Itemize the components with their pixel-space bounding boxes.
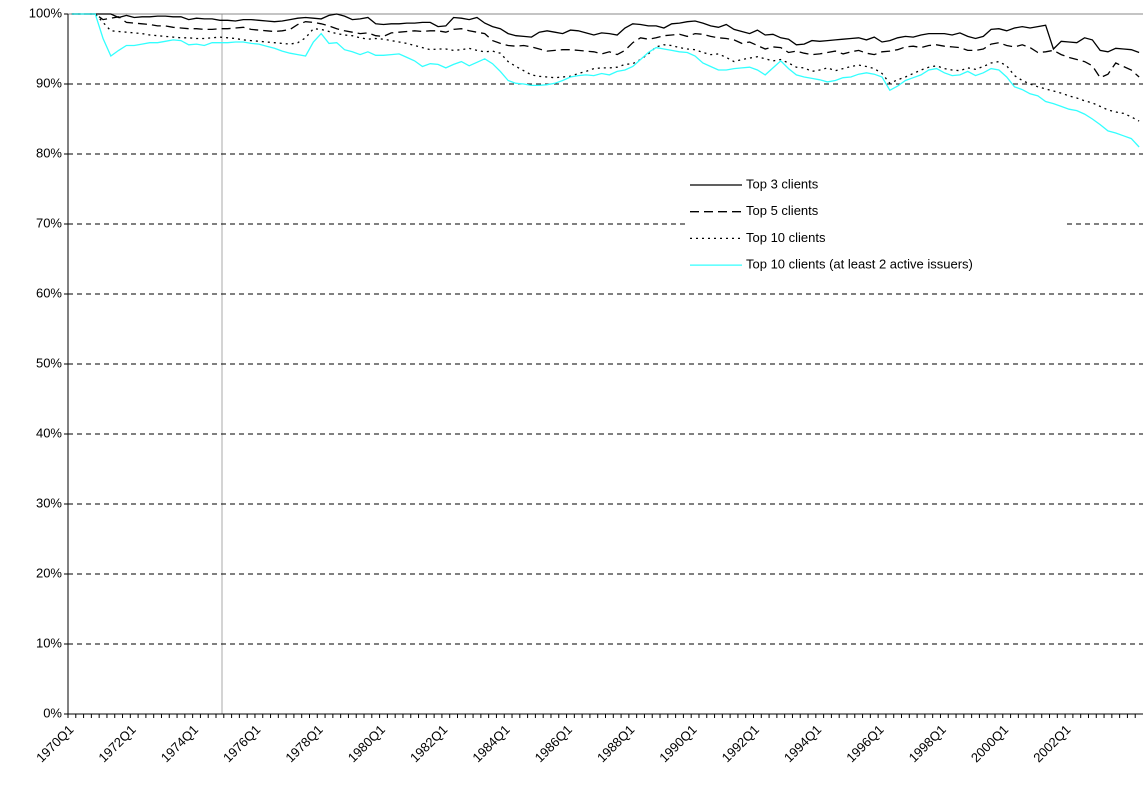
x-tick-label: 1982Q1 xyxy=(407,722,450,765)
y-tick-label: 10% xyxy=(36,635,62,650)
x-tick-label: 1980Q1 xyxy=(345,722,388,765)
x-tick-label: 1992Q1 xyxy=(719,722,762,765)
y-tick-label: 90% xyxy=(36,75,62,90)
x-tick-label: 2000Q1 xyxy=(968,722,1011,765)
legend: Top 3 clients Top 5 clients Top 10 clients… xyxy=(686,171,1064,280)
x-tick-label: 1984Q1 xyxy=(469,722,512,765)
x-tick-label: 1972Q1 xyxy=(95,722,138,765)
x-tick-label: 1998Q1 xyxy=(906,722,949,765)
y-tick-label: 100% xyxy=(29,5,63,20)
series-line xyxy=(71,13,1140,54)
y-tick-label: 40% xyxy=(36,425,62,440)
y-tick-label: 50% xyxy=(36,355,62,370)
series-line xyxy=(71,13,1140,122)
x-tick-label: 1994Q1 xyxy=(781,722,824,765)
series-line xyxy=(71,13,1140,148)
x-tick-label: 2002Q1 xyxy=(1030,722,1073,765)
legend-background xyxy=(686,171,1064,280)
y-tick-label: 0% xyxy=(43,705,62,720)
x-tick-label: 1990Q1 xyxy=(656,722,699,765)
x-tick-label: 1996Q1 xyxy=(843,722,886,765)
legend-label: Top 5 clients xyxy=(746,203,819,218)
x-tick-label: 1976Q1 xyxy=(220,722,263,765)
y-tick-label: 60% xyxy=(36,285,62,300)
y-tick-label: 20% xyxy=(36,565,62,580)
x-tick-label: 1974Q1 xyxy=(158,722,201,765)
legend-label: Top 10 clients xyxy=(746,230,826,245)
x-tick-label: 1986Q1 xyxy=(532,722,575,765)
legend-label: Top 10 clients (at least 2 active issuer… xyxy=(746,257,973,272)
y-tick-label: 80% xyxy=(36,145,62,160)
x-tick-label: 1970Q1 xyxy=(33,722,76,765)
y-tick-label: 70% xyxy=(36,215,62,230)
x-tick-label: 1988Q1 xyxy=(594,722,637,765)
series-line xyxy=(71,13,1140,79)
legend-label: Top 3 clients xyxy=(746,176,819,191)
x-tick-label: 1978Q1 xyxy=(282,722,325,765)
y-tick-label: 30% xyxy=(36,495,62,510)
